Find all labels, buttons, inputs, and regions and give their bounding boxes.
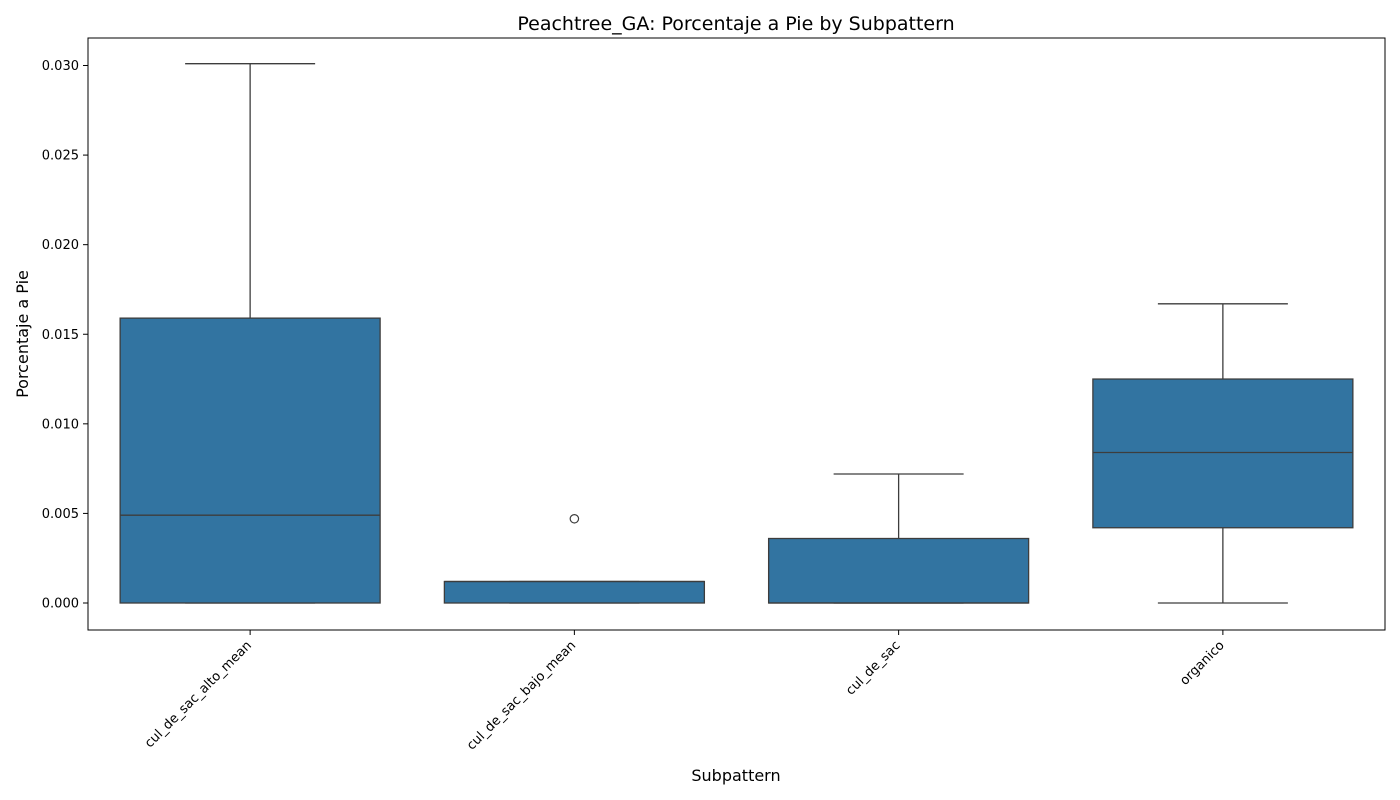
y-axis-title: Porcentaje a Pie	[13, 270, 32, 398]
y-tick-label: 0.005	[42, 507, 79, 522]
y-tick-label: 0.030	[42, 59, 79, 74]
y-tick-label: 0.015	[42, 328, 79, 343]
y-tick-label: 0.020	[42, 238, 79, 253]
x-tick-label: cul_de_sac_alto_mean	[142, 638, 255, 751]
box-cul_de_sac_bajo_mean	[443, 580, 706, 604]
box-cul_de_sac	[767, 537, 1030, 604]
chart-title: Peachtree_GA: Porcentaje a Pie by Subpat…	[517, 13, 954, 35]
box-organico	[1092, 378, 1354, 529]
plot-area: 0.000 0.005 0.010 0.015 0.020 0.025 0.030 cul_d…	[42, 37, 1386, 753]
y-tick-label: 0.000	[42, 597, 79, 612]
x-tick-label: cul_de_sac_bajo_mean	[464, 638, 579, 753]
outlier-point	[569, 513, 580, 524]
x-tick-label: cul_de_sac	[843, 638, 903, 698]
box-cul_de_sac_alto_mean	[119, 317, 381, 604]
x-axis-title: Subpattern	[691, 766, 780, 785]
x-tick-label: organico	[1177, 638, 1227, 688]
y-tick-label: 0.010	[42, 417, 79, 432]
y-tick-label: 0.025	[42, 149, 79, 164]
